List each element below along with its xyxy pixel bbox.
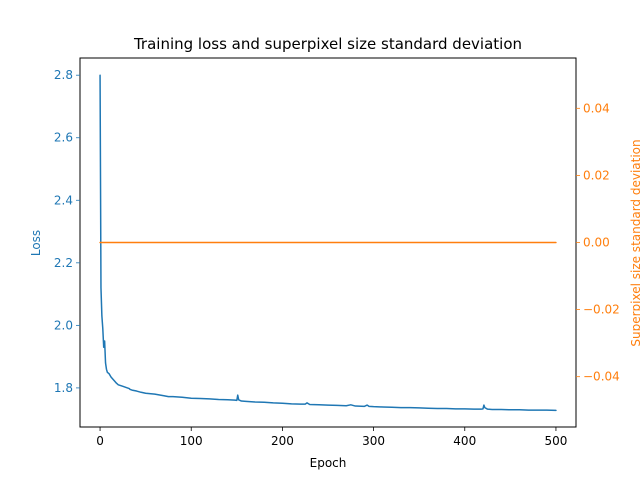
y-axis-right: −0.04 −0.02 0.00 0.02 0.04: [576, 101, 620, 384]
y-axis-left: 1.8 2.0 2.2 2.4 2.6 2.8: [54, 68, 80, 395]
x-tick-label: 200: [271, 434, 294, 448]
series-line-loss: [99, 74, 557, 412]
y-right-tick-label: 0.02: [583, 168, 610, 182]
x-tick-label: 100: [180, 434, 203, 448]
y-axis-right-label: Superpixel size standard deviation: [629, 139, 640, 346]
x-tick-label: 500: [544, 434, 567, 448]
y-left-tick-label: 1.8: [54, 381, 73, 395]
y-right-tick-label: 0.04: [583, 101, 610, 115]
x-axis: 0 100 200 300 400 500: [96, 427, 567, 448]
x-tick-label: 400: [453, 434, 476, 448]
x-tick-label: 300: [362, 434, 385, 448]
y-left-tick-label: 2.6: [54, 131, 73, 145]
y-left-tick-label: 2.0: [54, 318, 73, 332]
y-left-tick-label: 2.4: [54, 193, 73, 207]
y-right-tick-label: 0.00: [583, 236, 610, 250]
y-left-tick-label: 2.8: [54, 68, 73, 82]
y-left-tick-label: 2.2: [54, 256, 73, 270]
series-layer: [99, 74, 557, 412]
y-right-tick-label: −0.04: [583, 370, 620, 384]
y-axis-left-label: Loss: [29, 230, 43, 256]
y-right-tick-label: −0.02: [583, 303, 620, 317]
x-tick-label: 0: [96, 434, 104, 448]
chart-title: Training loss and superpixel size standa…: [133, 35, 522, 53]
x-axis-label: Epoch: [310, 456, 347, 470]
